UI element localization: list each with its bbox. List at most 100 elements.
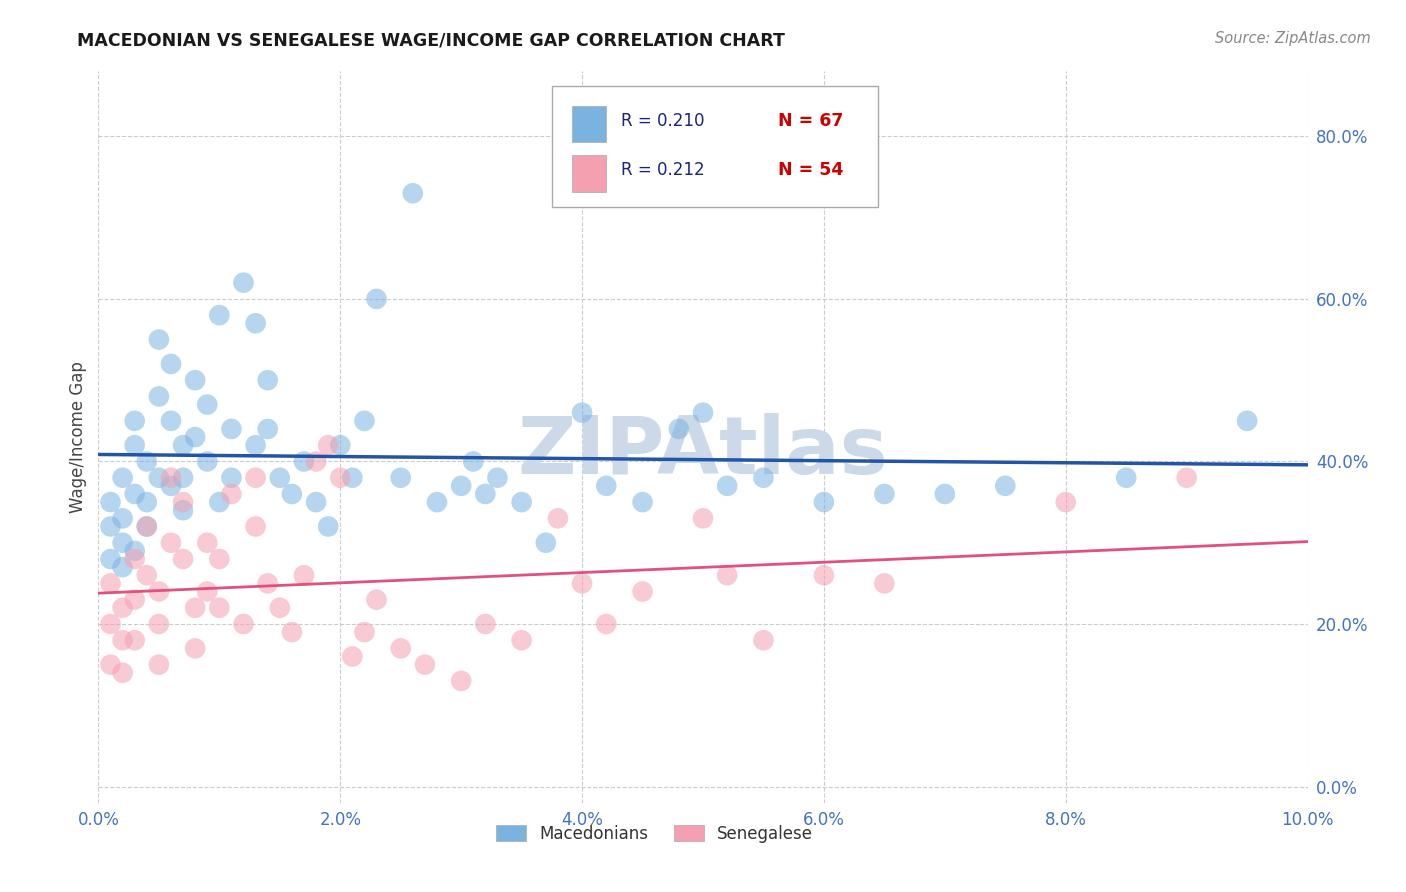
Text: ZIPAtlas: ZIPAtlas: [517, 413, 889, 491]
Text: MACEDONIAN VS SENEGALESE WAGE/INCOME GAP CORRELATION CHART: MACEDONIAN VS SENEGALESE WAGE/INCOME GAP…: [77, 31, 785, 49]
Y-axis label: Wage/Income Gap: Wage/Income Gap: [69, 361, 87, 513]
Point: [692, 406, 714, 420]
Point: [316, 438, 339, 452]
Point: [595, 617, 617, 632]
Point: [135, 519, 157, 533]
Text: Source: ZipAtlas.com: Source: ZipAtlas.com: [1215, 31, 1371, 46]
Point: [873, 576, 896, 591]
Point: [571, 576, 593, 591]
Point: [547, 511, 569, 525]
Point: [160, 357, 183, 371]
Point: [172, 438, 194, 452]
Point: [160, 479, 183, 493]
Point: [994, 479, 1017, 493]
Point: [172, 471, 194, 485]
Point: [463, 454, 485, 468]
Point: [124, 633, 146, 648]
Point: [124, 414, 146, 428]
Point: [148, 584, 170, 599]
Point: [752, 471, 775, 485]
Point: [1175, 471, 1198, 485]
Point: [269, 600, 291, 615]
Point: [135, 495, 157, 509]
Point: [873, 487, 896, 501]
Point: [389, 471, 412, 485]
Point: [100, 617, 122, 632]
Point: [245, 519, 267, 533]
Point: [1054, 495, 1077, 509]
Point: [195, 398, 218, 412]
Text: R = 0.210: R = 0.210: [621, 112, 704, 129]
Point: [595, 479, 617, 493]
Point: [571, 406, 593, 420]
Point: [172, 552, 194, 566]
Point: [195, 454, 218, 468]
Point: [135, 454, 157, 468]
Point: [631, 584, 654, 599]
Point: [813, 568, 835, 582]
Point: [208, 600, 231, 615]
Point: [402, 186, 425, 201]
Point: [208, 495, 231, 509]
Point: [716, 479, 738, 493]
Point: [195, 535, 218, 549]
Point: [124, 438, 146, 452]
Point: [148, 333, 170, 347]
Point: [450, 673, 472, 688]
Point: [195, 584, 218, 599]
Point: [160, 414, 183, 428]
Legend: Macedonians, Senegalese: Macedonians, Senegalese: [489, 818, 820, 849]
Point: [510, 633, 533, 648]
Point: [353, 414, 375, 428]
Point: [752, 633, 775, 648]
Point: [668, 422, 690, 436]
Point: [232, 276, 254, 290]
Text: R = 0.212: R = 0.212: [621, 161, 704, 179]
FancyBboxPatch shape: [551, 86, 879, 207]
Point: [631, 495, 654, 509]
Point: [342, 471, 364, 485]
Point: [245, 316, 267, 330]
Point: [256, 576, 278, 591]
Point: [100, 552, 122, 566]
Point: [111, 535, 134, 549]
Text: N = 54: N = 54: [778, 161, 844, 179]
FancyBboxPatch shape: [572, 155, 606, 192]
Point: [486, 471, 509, 485]
Point: [269, 471, 291, 485]
Point: [281, 487, 304, 501]
Point: [184, 430, 207, 444]
Point: [124, 544, 146, 558]
FancyBboxPatch shape: [572, 106, 606, 143]
Point: [221, 422, 243, 436]
Point: [329, 471, 352, 485]
Point: [100, 495, 122, 509]
Point: [1115, 471, 1137, 485]
Point: [111, 511, 134, 525]
Point: [111, 471, 134, 485]
Point: [148, 389, 170, 403]
Point: [426, 495, 449, 509]
Point: [208, 552, 231, 566]
Point: [124, 487, 146, 501]
Point: [510, 495, 533, 509]
Point: [124, 592, 146, 607]
Point: [716, 568, 738, 582]
Point: [256, 422, 278, 436]
Point: [534, 535, 557, 549]
Point: [135, 519, 157, 533]
Point: [281, 625, 304, 640]
Point: [111, 560, 134, 574]
Point: [221, 471, 243, 485]
Point: [160, 535, 183, 549]
Point: [245, 471, 267, 485]
Point: [353, 625, 375, 640]
Point: [1236, 414, 1258, 428]
Point: [124, 552, 146, 566]
Point: [208, 308, 231, 322]
Point: [111, 633, 134, 648]
Point: [172, 503, 194, 517]
Point: [474, 617, 496, 632]
Point: [305, 495, 328, 509]
Point: [245, 438, 267, 452]
